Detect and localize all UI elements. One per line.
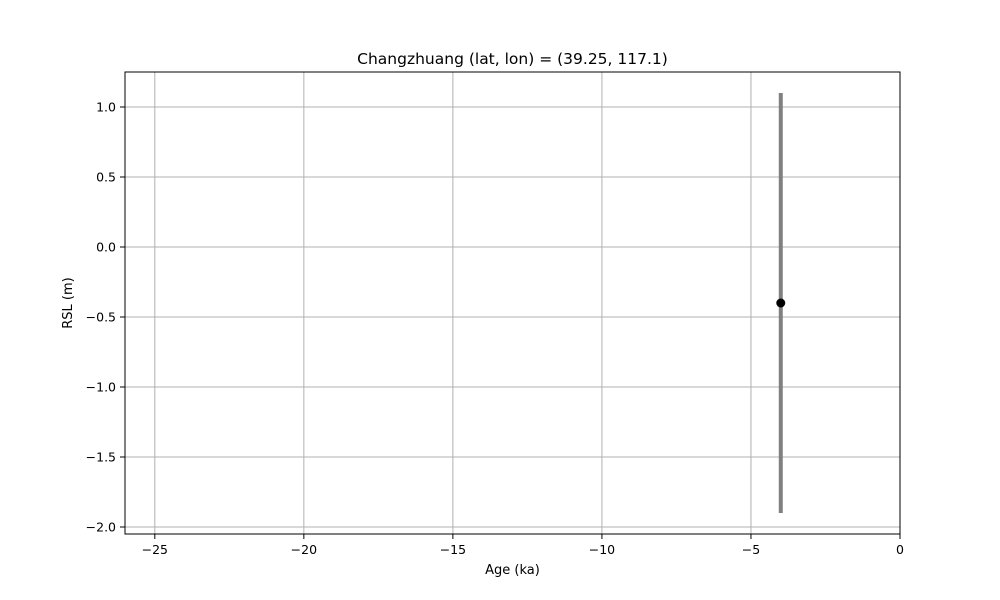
- chart-title: Changzhuang (lat, lon) = (39.25, 117.1): [357, 50, 668, 68]
- y-tick-label: −1.0: [86, 380, 116, 395]
- x-tick-label: −5: [742, 542, 760, 557]
- x-tick-label: 0: [896, 542, 904, 557]
- y-tick-label: 0.0: [96, 240, 116, 255]
- tick-layer: −25 −20 −15 −10 −5 0 1.0 0.5 0.0 −0.5 −1.0 −1.5 −2.0: [86, 100, 904, 558]
- x-tick-label: −10: [589, 542, 615, 557]
- x-tick-label: −25: [142, 542, 168, 557]
- y-tick-label: 1.0: [96, 100, 116, 115]
- data-point: [776, 298, 786, 308]
- x-tick-label: −20: [291, 542, 317, 557]
- y-tick-label: −0.5: [86, 310, 116, 325]
- plot-frame: [124, 71, 901, 535]
- x-axis-label: Age (ka): [485, 563, 540, 578]
- series-layer: [776, 93, 786, 513]
- y-axis-label: RSL (m): [61, 277, 76, 328]
- y-tick-label: −1.5: [86, 450, 116, 465]
- y-tick-label: 0.5: [96, 170, 116, 185]
- y-tick-label: −2.0: [86, 520, 116, 535]
- x-tick-label: −15: [440, 542, 466, 557]
